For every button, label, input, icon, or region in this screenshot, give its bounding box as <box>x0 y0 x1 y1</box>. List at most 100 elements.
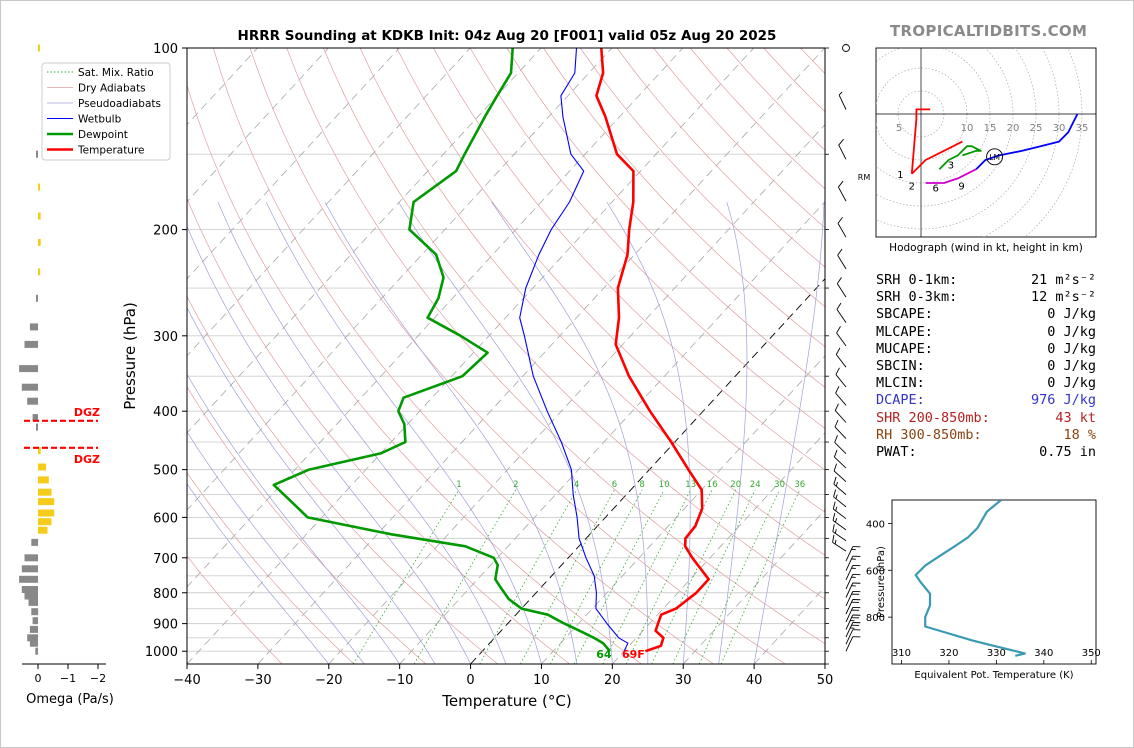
wind-barb <box>838 138 847 160</box>
omega-bar <box>38 463 47 471</box>
x-tick-label: 30 <box>675 673 692 688</box>
wind-barb-flag <box>852 546 861 548</box>
stat-row: DCAPE: 976 J/kg <box>876 392 1096 409</box>
y-tick-label: 400 <box>153 405 178 420</box>
pseudoadiabat-line <box>187 306 436 664</box>
wind-barb <box>845 606 861 623</box>
wind-barb-flag <box>836 302 842 310</box>
wind-barb-flag <box>832 524 835 532</box>
omega-bar <box>24 340 38 348</box>
isotherm-line <box>541 355 825 664</box>
wind-barb <box>833 463 847 483</box>
height-label: 3 <box>948 161 954 172</box>
wind-barb-flag <box>834 419 839 428</box>
wind-barb-flag <box>851 624 860 626</box>
mixing-ratio-line <box>549 489 643 664</box>
stat-label: SHR 200-850mb: <box>876 409 990 426</box>
dry-adiabat-line <box>212 48 714 664</box>
stat-value: 0 J/kg <box>1047 375 1096 392</box>
wind-barb-staff <box>832 531 847 542</box>
legend-entry: Temperature <box>77 145 145 157</box>
theta-e-xtick-label: 350 <box>1082 648 1101 659</box>
mixing-ratio-label: 2 <box>513 480 518 490</box>
pseudoadiabat-line <box>187 225 471 664</box>
wind-barb-staff <box>845 614 854 630</box>
y-axis-label: Pressure (hPa) <box>121 302 139 410</box>
hodograph-segment <box>910 108 931 174</box>
stat-label: RH 300-850mb: <box>876 426 982 443</box>
wind-barb-flag <box>832 534 835 543</box>
omega-bar <box>36 294 38 302</box>
wind-barb-flag <box>852 622 861 624</box>
dry-adiabat-line <box>323 48 825 600</box>
wind-barb-half <box>851 567 856 569</box>
wind-barb-flag <box>852 636 861 638</box>
mixing-ratio-line <box>602 489 692 664</box>
mixing-ratio-line <box>720 489 801 664</box>
y-tick-label: 200 <box>153 224 178 239</box>
wind-barb <box>835 367 847 388</box>
wind-barb-flag <box>836 277 842 284</box>
wind-barb <box>845 564 861 581</box>
wind-barb-half <box>834 529 837 534</box>
wind-barb-flag <box>833 489 837 497</box>
y-tick-label: 1000 <box>145 645 178 660</box>
theta-e-xtick-label: 320 <box>939 648 958 659</box>
wind-barb-staff <box>834 426 847 439</box>
mixing-ratio-label: 10 <box>659 480 670 490</box>
range-ring-label: 25 <box>1030 123 1043 134</box>
range-ring-label: 35 <box>1076 123 1089 134</box>
x-tick-label: 40 <box>746 673 763 688</box>
dry-adiabat-line <box>187 472 355 664</box>
theta-e-ytick-label: 800 <box>866 613 885 624</box>
isotherm-line <box>187 48 755 664</box>
wind-barb-flag <box>835 367 840 375</box>
omega-bar <box>38 476 49 484</box>
omega-bar <box>24 554 38 562</box>
height-label: 1 <box>897 170 903 181</box>
dry-adiabat-line <box>506 48 825 388</box>
theta-e-xtick-label: 330 <box>987 648 1006 659</box>
stat-value: 0 J/kg <box>1047 340 1096 357</box>
hodograph-frame <box>875 47 1097 238</box>
theta-e-frame <box>891 499 1097 665</box>
wind-barb <box>832 524 847 542</box>
isotherm-line <box>612 432 825 664</box>
omega-bar <box>21 383 38 391</box>
omega-bar <box>31 608 39 616</box>
dry-adiabat-line <box>249 48 786 664</box>
wind-barb-flag <box>851 601 860 603</box>
wind-barb <box>838 91 847 110</box>
wind-barb <box>834 419 847 439</box>
mixing-ratio-line <box>698 489 780 664</box>
wind-barb-flag <box>852 614 861 616</box>
theta-e-plot <box>914 500 1026 657</box>
mixing-ratio-line <box>520 489 615 664</box>
range-ring-label: 10 <box>961 123 974 134</box>
omega-bar <box>38 447 41 455</box>
wind-barb-staff <box>845 582 854 598</box>
x-tick-label: 10 <box>533 673 550 688</box>
omega-tick-label: −2 <box>90 672 106 685</box>
omega-bar <box>38 183 40 191</box>
legend-entry: Pseudoadiabats <box>78 98 161 110</box>
series-wetbulb-line <box>519 48 629 652</box>
dry-adiabat-line <box>187 197 570 664</box>
stat-value: 21 m²s⁻² <box>1030 272 1096 288</box>
wind-barb-staff <box>835 392 847 406</box>
wind-barb-half <box>838 91 843 96</box>
legend-box <box>41 62 171 161</box>
legend-entry: Wetbulb <box>78 114 122 126</box>
isotherm-line <box>187 48 684 588</box>
mixing-ratio-line <box>625 489 713 664</box>
wind-barb-flag <box>835 347 841 355</box>
stat-row: RH 300-850mb: 18 % <box>876 427 1096 444</box>
omega-bar <box>36 423 38 431</box>
stat-row: MUCAPE: 0 J/kg <box>876 341 1096 358</box>
dry-adiabat-line <box>187 386 427 664</box>
hodograph-plot: 5 10 15 20 25 30 35 12 3 6 9 LM <box>876 48 1096 237</box>
stat-label: PWAT: <box>876 443 917 460</box>
wind-barb-half <box>850 627 855 629</box>
wind-barb <box>845 636 861 652</box>
wind-barb-half <box>851 576 856 578</box>
